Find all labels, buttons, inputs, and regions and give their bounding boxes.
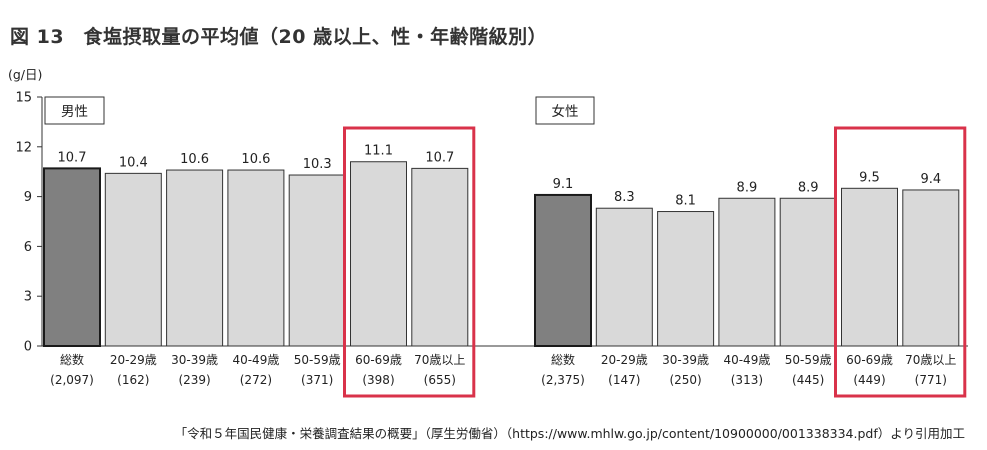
x-tick-label: 50-59歳 xyxy=(294,353,341,367)
panel-label: 女性 xyxy=(552,103,579,120)
y-tick-label: 0 xyxy=(24,340,32,355)
y-tick-label: 9 xyxy=(24,190,32,205)
data-label: 10.6 xyxy=(180,152,209,167)
bar xyxy=(227,169,285,347)
x-tick-label: 40-49歳 xyxy=(232,353,279,367)
y-tick-label: 3 xyxy=(24,290,32,305)
bar xyxy=(43,167,101,347)
x-tick-label: 30-39歳 xyxy=(171,353,218,367)
y-tick-label: 12 xyxy=(15,140,32,155)
sample-size-label: (445) xyxy=(792,373,824,387)
chart-title: 図 13 食塩摂取量の平均値（20 歳以上、性・年齢階級別） xyxy=(10,26,548,48)
sample-size-label: (147) xyxy=(608,373,640,387)
sample-size-label: (449) xyxy=(853,373,885,387)
x-tick-label: 40-49歳 xyxy=(723,353,770,367)
highlight-frame xyxy=(343,126,476,398)
bar xyxy=(411,167,469,347)
sample-size-label: (2,097) xyxy=(50,373,94,387)
panel-label: 男性 xyxy=(61,104,88,120)
bar xyxy=(350,161,407,347)
data-label: 9.1 xyxy=(553,177,574,192)
x-tick-label: 50-59歳 xyxy=(785,353,832,367)
highlight-frame xyxy=(834,126,967,398)
sample-size-label: (239) xyxy=(178,373,210,387)
panel-label-box xyxy=(44,96,105,125)
bar xyxy=(779,197,837,347)
bar xyxy=(104,172,162,347)
sample-size-label: (272) xyxy=(240,373,272,387)
bar xyxy=(534,193,592,347)
bar xyxy=(718,197,776,347)
panel-label-box xyxy=(535,96,595,125)
x-tick-label: 60-69歳 xyxy=(355,353,402,367)
y-tick-label: 6 xyxy=(24,240,32,255)
sample-size-label: (371) xyxy=(301,373,333,387)
data-label: 10.3 xyxy=(303,157,332,172)
x-tick-label: 70歳以上 xyxy=(414,353,465,367)
data-label: 8.3 xyxy=(614,190,635,205)
bar xyxy=(595,207,653,347)
x-tick-label: 60-69歳 xyxy=(846,353,893,367)
sample-size-label: (2,375) xyxy=(541,373,585,387)
bar xyxy=(902,189,960,347)
data-label: 9.4 xyxy=(920,172,941,187)
data-label: 10.6 xyxy=(241,152,270,167)
x-tick-label: 20-29歳 xyxy=(601,353,648,367)
source-note: 「令和５年国民健康・栄養調査結果の概要」（厚生労働省）（https://www.… xyxy=(174,426,965,441)
data-label: 8.9 xyxy=(737,180,758,195)
x-tick-label: 70歳以上 xyxy=(905,353,956,367)
data-label: 11.1 xyxy=(364,144,393,159)
bar xyxy=(841,187,898,347)
data-label: 10.7 xyxy=(425,150,454,165)
x-tick-label: 20-29歳 xyxy=(110,353,157,367)
sample-size-label: (313) xyxy=(731,373,763,387)
data-label: 8.9 xyxy=(798,180,819,195)
sample-size-label: (655) xyxy=(424,373,456,387)
y-axis-unit: (g/日) xyxy=(8,67,42,82)
sample-size-label: (398) xyxy=(362,373,394,387)
x-tick-label: 総数 xyxy=(551,352,575,367)
bar xyxy=(657,211,715,347)
bar xyxy=(166,169,224,347)
data-label: 9.5 xyxy=(859,170,880,185)
y-tick-label: 15 xyxy=(15,91,32,106)
sample-size-label: (162) xyxy=(117,373,149,387)
data-label: 10.7 xyxy=(58,150,87,165)
x-tick-label: 30-39歳 xyxy=(662,353,709,367)
x-tick-label: 総数 xyxy=(60,352,84,367)
bar xyxy=(288,174,346,347)
sample-size-label: (771) xyxy=(915,373,947,387)
sample-size-label: (250) xyxy=(669,373,701,387)
data-label: 10.4 xyxy=(119,155,148,170)
data-label: 8.1 xyxy=(675,194,696,209)
